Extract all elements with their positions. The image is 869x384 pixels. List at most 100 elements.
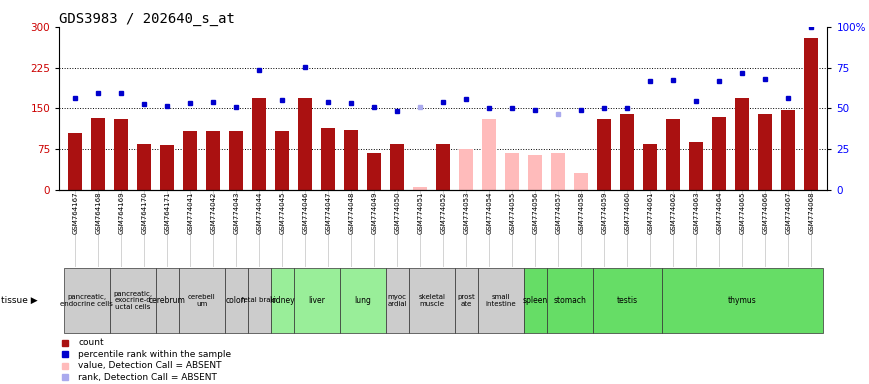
Text: GSM774055: GSM774055 — [509, 192, 515, 234]
Bar — [63, 268, 109, 333]
Text: cerebell
um: cerebell um — [188, 294, 216, 307]
Bar — [294, 268, 340, 333]
Text: GSM774042: GSM774042 — [210, 192, 216, 234]
Text: pancreatic,
exocrine-d
uctal cells: pancreatic, exocrine-d uctal cells — [113, 291, 152, 310]
Bar — [160, 146, 174, 190]
Bar — [386, 268, 408, 333]
Text: spleen: spleen — [522, 296, 547, 305]
Text: GSM774048: GSM774048 — [348, 192, 355, 234]
Text: GSM774058: GSM774058 — [578, 192, 584, 234]
Text: count: count — [78, 338, 103, 347]
Bar — [478, 268, 524, 333]
Bar — [390, 144, 404, 190]
Text: GSM764168: GSM764168 — [96, 192, 101, 234]
Text: GSM774066: GSM774066 — [762, 192, 768, 234]
Bar — [340, 268, 386, 333]
Bar — [270, 268, 294, 333]
Bar — [597, 119, 611, 190]
Bar — [322, 127, 335, 190]
Bar — [179, 268, 225, 333]
Bar — [298, 98, 312, 190]
Text: cerebrum: cerebrum — [149, 296, 186, 305]
Bar — [574, 173, 588, 190]
Text: GSM774068: GSM774068 — [808, 192, 814, 234]
Text: stomach: stomach — [554, 296, 586, 305]
Text: GSM764170: GSM764170 — [141, 192, 147, 234]
Bar — [460, 149, 473, 190]
Text: fetal brain: fetal brain — [242, 298, 277, 303]
Bar — [505, 153, 519, 190]
Text: GSM764171: GSM764171 — [164, 192, 170, 234]
Text: GSM774044: GSM774044 — [256, 192, 262, 234]
Text: colon: colon — [226, 296, 247, 305]
Bar — [735, 98, 749, 190]
Bar — [528, 155, 542, 190]
Bar — [805, 38, 818, 190]
Text: GSM764169: GSM764169 — [118, 192, 124, 234]
Bar — [137, 144, 151, 190]
Text: GDS3983 / 202640_s_at: GDS3983 / 202640_s_at — [59, 12, 235, 26]
Text: GSM774060: GSM774060 — [624, 192, 630, 234]
Text: thymus: thymus — [728, 296, 757, 305]
Bar — [781, 109, 795, 190]
Text: small
intestine: small intestine — [486, 294, 516, 307]
Bar — [344, 130, 358, 190]
Text: GSM774064: GSM774064 — [716, 192, 722, 234]
Text: GSM774045: GSM774045 — [279, 192, 285, 234]
Text: GSM774057: GSM774057 — [555, 192, 561, 234]
Text: GSM774063: GSM774063 — [693, 192, 700, 234]
Text: GSM774046: GSM774046 — [302, 192, 308, 234]
Text: GSM764167: GSM764167 — [72, 192, 78, 234]
Text: liver: liver — [308, 296, 325, 305]
Bar — [206, 131, 220, 190]
Text: GSM774043: GSM774043 — [233, 192, 239, 234]
Bar — [689, 142, 703, 190]
Bar — [547, 268, 593, 333]
Text: rank, Detection Call = ABSENT: rank, Detection Call = ABSENT — [78, 372, 217, 382]
Text: testis: testis — [617, 296, 638, 305]
Bar — [225, 268, 248, 333]
Text: GSM774051: GSM774051 — [417, 192, 423, 234]
Bar — [69, 133, 82, 190]
Bar — [667, 119, 680, 190]
Bar — [408, 268, 454, 333]
Bar — [109, 268, 156, 333]
Bar — [551, 153, 565, 190]
Text: pancreatic,
endocrine cells: pancreatic, endocrine cells — [60, 294, 113, 307]
Text: GSM774062: GSM774062 — [670, 192, 676, 234]
Bar — [368, 153, 381, 190]
Bar — [248, 268, 270, 333]
Text: GSM774059: GSM774059 — [601, 192, 607, 234]
Bar — [454, 268, 478, 333]
Bar — [620, 114, 634, 190]
Bar — [183, 131, 197, 190]
Text: GSM774067: GSM774067 — [786, 192, 791, 234]
Text: myoc
ardial: myoc ardial — [388, 294, 407, 307]
Text: GSM774065: GSM774065 — [740, 192, 746, 234]
Text: skeletal
muscle: skeletal muscle — [418, 294, 445, 307]
Text: GSM774061: GSM774061 — [647, 192, 653, 234]
Text: percentile rank within the sample: percentile rank within the sample — [78, 349, 231, 359]
Text: GSM774056: GSM774056 — [532, 192, 538, 234]
Text: GSM774053: GSM774053 — [463, 192, 469, 234]
Text: GSM774054: GSM774054 — [486, 192, 492, 234]
Bar — [713, 117, 726, 190]
Text: GSM774052: GSM774052 — [441, 192, 446, 234]
Bar — [275, 131, 289, 190]
Bar — [414, 187, 427, 190]
Bar — [759, 114, 772, 190]
Text: GSM774047: GSM774047 — [325, 192, 331, 234]
Bar — [115, 119, 128, 190]
Text: GSM774041: GSM774041 — [187, 192, 193, 234]
Bar — [229, 131, 243, 190]
Text: prost
ate: prost ate — [457, 294, 475, 307]
Bar — [661, 268, 823, 333]
Text: GSM774049: GSM774049 — [371, 192, 377, 234]
Text: tissue ▶: tissue ▶ — [1, 296, 37, 305]
Bar — [482, 119, 496, 190]
Bar — [156, 268, 179, 333]
Bar — [524, 268, 547, 333]
Bar — [91, 118, 105, 190]
Text: kidney: kidney — [269, 296, 295, 305]
Bar — [436, 144, 450, 190]
